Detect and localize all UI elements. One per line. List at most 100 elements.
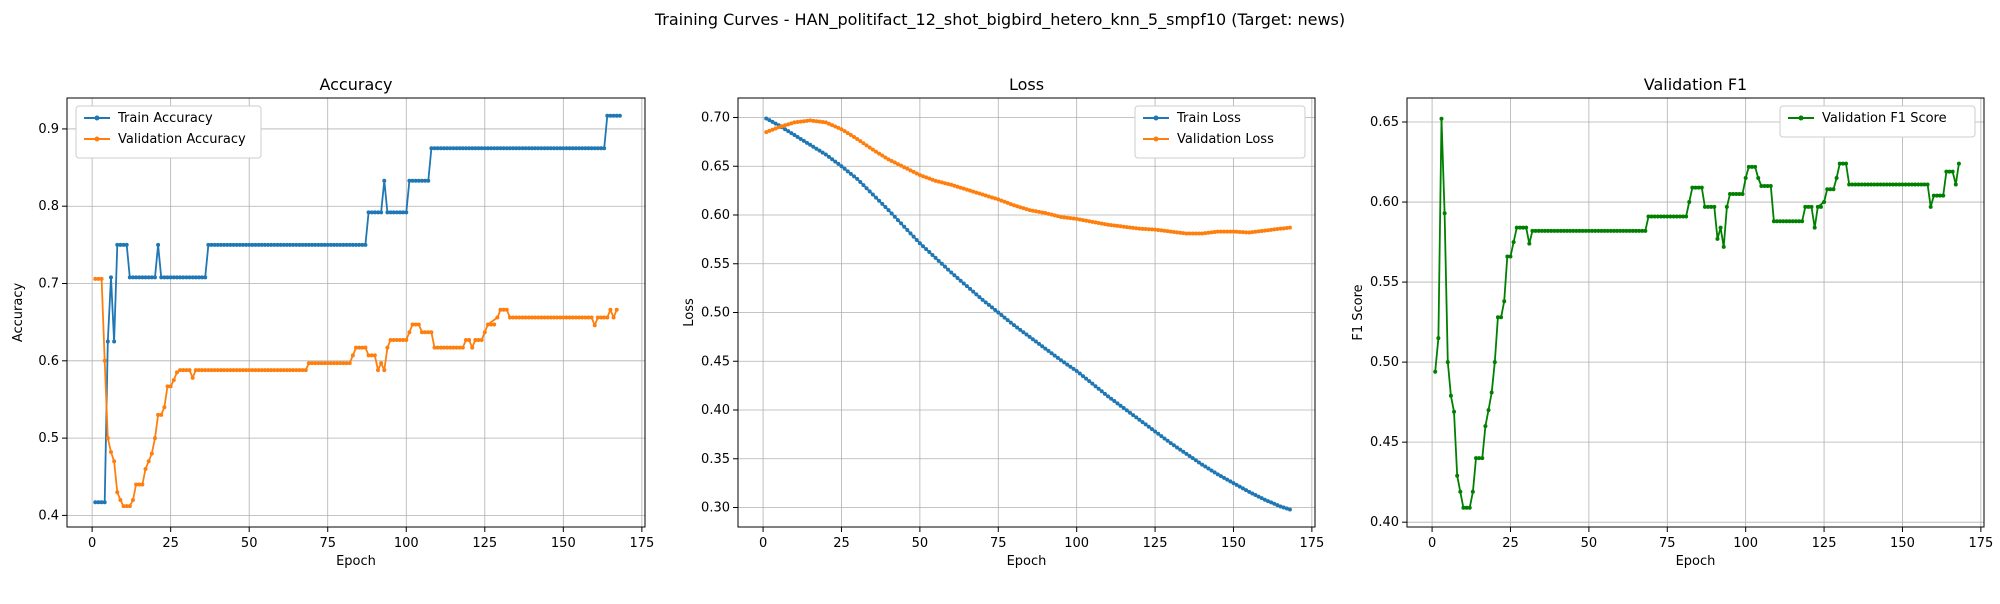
data-point [1259,228,1264,233]
data-point [1112,223,1117,228]
data-point [498,146,503,151]
data-point [1206,466,1211,471]
data-point [124,504,129,509]
y-tick-label: 0.40 [701,403,730,418]
data-point [889,158,894,163]
data-point [936,258,941,263]
data-point [1502,299,1507,304]
data-point [921,174,926,179]
data-point [1052,353,1057,358]
data-point [1231,229,1236,234]
data-point [930,177,935,182]
data-point [335,361,340,366]
data-point [1175,230,1180,235]
data-point [980,192,985,197]
data-point [514,146,519,151]
data-point [889,211,894,216]
data-point [507,315,512,320]
data-point [1027,208,1032,213]
data-point [1574,228,1579,233]
data-point [1753,164,1758,169]
data-point [134,482,139,487]
data-point [152,436,157,441]
data-point [1552,228,1557,233]
data-point [1269,227,1274,232]
data-point [1247,230,1252,235]
data-point [297,368,302,373]
chart-title: Validation F1 [1644,75,1747,94]
data-point [143,467,148,472]
data-point [808,142,813,147]
data-point [592,146,597,151]
data-point [1222,475,1227,480]
data-point [159,275,164,280]
data-point [165,384,170,389]
legend-label: Validation Loss [1177,132,1274,147]
data-point [1143,227,1148,232]
data-point [1822,200,1827,205]
data-point [272,242,277,247]
data-point [542,315,547,320]
data-point [1806,204,1811,209]
data-point [275,368,280,373]
data-point [993,307,998,312]
data-point [1884,182,1889,187]
data-point [313,361,318,366]
data-point [266,242,271,247]
data-point [1436,336,1441,341]
data-point [1536,228,1541,233]
data-point [467,146,472,151]
data-point [867,189,872,194]
data-point [1024,207,1029,212]
data-point [432,146,437,151]
data-point [830,123,835,128]
data-point [354,242,358,247]
data-point [602,146,607,151]
data-point [814,146,819,151]
data-point [1844,161,1849,166]
data-point [955,275,960,280]
data-point [1134,415,1139,420]
data-point [1193,458,1198,463]
data-point [1900,182,1905,187]
data-point [1149,427,1154,432]
legend-marker [1153,136,1159,142]
data-point [1505,254,1510,259]
data-point [1461,505,1466,510]
data-point [1615,228,1620,233]
data-point [1640,228,1645,233]
data-point [986,194,991,199]
data-point [555,146,560,151]
data-point [382,178,387,183]
data-point [1015,204,1020,209]
data-point [848,171,853,176]
data-point [801,138,806,143]
data-point [171,378,176,383]
data-point [404,210,409,215]
data-point [608,307,613,312]
data-point [1065,362,1070,367]
data-point [1727,192,1732,197]
data-point [347,361,352,366]
data-point [203,368,208,373]
data-point [1903,182,1908,187]
x-tick-label: 25 [833,536,850,551]
data-point [137,275,142,280]
data-point [1452,409,1457,414]
data-point [451,345,456,350]
data-point [360,345,365,350]
data-point [269,368,274,373]
data-point [388,337,393,342]
x-tick-label: 75 [1659,536,1676,551]
data-point [341,242,346,247]
data-point [1052,213,1057,218]
data-point [1602,228,1607,233]
data-point [927,176,932,181]
chart-panel-1: 0 25 50 75 100 125 150 175 0.30 0.35 0.40 0.45 0.50 0… [682,75,1324,569]
data-point [322,361,327,366]
data-point [470,345,475,350]
data-point [917,173,922,178]
data-point [1781,219,1786,224]
data-point [1115,223,1120,228]
data-point [1190,456,1195,461]
